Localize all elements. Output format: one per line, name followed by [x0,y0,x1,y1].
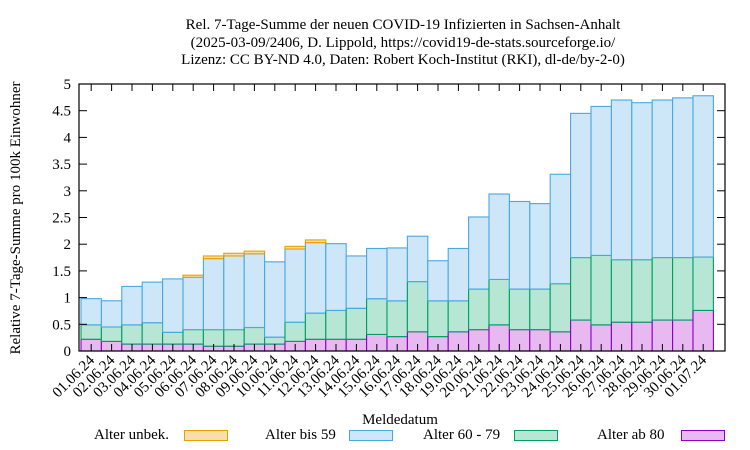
legend-label-age-under-59: Alter bis 59 [265,427,336,443]
bar-segment-05.06.24-s2 [162,278,184,333]
bar-segment-23.06.24-s1 [529,288,551,331]
bar-segment-03.06.24-s1 [121,324,143,345]
bar-segment-08.06.24-s3 [223,252,245,257]
bar-segment-09.06.24-s2 [243,253,266,329]
y-tick-label: 3.5 [52,157,71,173]
bar-segment-12.06.24-s3 [304,239,327,244]
bar-segment-04.06.24-s2 [141,281,164,324]
x-axis-label: Meldedatum [362,412,438,428]
title-line-2: (2025-03-09/2406, D. Lippold, https://co… [190,35,616,51]
bar-segment-16.06.24-s2 [386,247,408,302]
y-tick-label: 1 [64,291,72,307]
bar-segment-05.06.24-s1 [162,331,184,345]
bar-segment-09.06.24-s1 [243,326,266,345]
bar-segment-01.07.24-s2 [692,95,714,258]
bar-segment-24.06.24-s2 [549,173,572,285]
bar-segment-06.06.24-s2 [182,276,204,331]
bar-segment-16.06.24-s1 [386,300,408,338]
y-axis-label: Relative 7-Tage-Summe pro 100k Einwohner [8,81,24,354]
legend-item-age-under-59: Alter bis 59 [265,427,393,444]
legend-item-unknown: Alter unbek. [94,427,228,444]
bar-segment-10.06.24-s2 [264,261,286,338]
legend-label-unknown: Alter unbek. [94,427,169,443]
bar-segment-27.06.24-s2 [610,99,633,261]
bar-segment-20.06.24-s2 [468,216,490,290]
bar-segment-13.06.24-s2 [325,243,347,311]
y-tick-label: 0 [64,344,72,360]
y-tick-label: 0.5 [52,317,71,333]
bar-segment-10.06.24-s1 [264,336,286,345]
bar-segment-23.06.24-s2 [529,203,551,290]
bar-segment-28.06.24-s1 [631,259,653,323]
bar-segment-26.06.24-s1 [590,254,612,326]
bar-segment-07.06.24-s2 [202,258,225,331]
bar-segment-25.06.24-s2 [570,112,592,259]
bar-segment-17.06.24-s2 [406,235,429,283]
bar-segment-17.06.24-s1 [406,281,429,333]
bar-segment-12.06.24-s2 [304,242,327,314]
bar-segment-22.06.24-s2 [508,200,531,290]
bar-segment-13.06.24-s1 [325,309,347,340]
bars-layer [80,95,714,352]
title-line-1: Rel. 7-Tage-Summe der neuen COVID-19 Inf… [185,17,621,33]
bar-segment-30.06.24-s1 [672,256,694,321]
bar-segment-11.06.24-s3 [284,245,306,250]
bar-segment-28.06.24-s2 [631,102,653,261]
bar-segment-18.06.24-s2 [427,260,449,302]
bar-segment-02.06.24-s2 [100,300,123,328]
bar-segment-06.06.24-s1 [182,329,204,345]
legend-swatch-age-60-79 [514,430,558,441]
bar-segment-07.06.24-s1 [202,329,225,347]
bar-segment-06.06.24-s3 [182,274,204,278]
y-axis: 0 0.5 1 1.5 2 2.5 3 3.5 4 4.5 5 [52,77,725,360]
bar-segment-19.06.24-s2 [447,247,470,302]
bar-segment-14.06.24-s2 [345,255,368,309]
y-tick-label: 2.5 [52,211,71,227]
legend-swatch-age-under-59 [349,430,393,441]
bar-segment-14.06.24-s1 [345,307,368,340]
legend-item-age-60-79: Alter 60 - 79 [423,427,558,444]
bar-segment-15.06.24-s1 [366,298,388,336]
bar-segment-08.06.24-s2 [223,255,245,331]
bar-segment-03.06.24-s2 [121,285,143,326]
bar-segment-01.06.24-s1 [80,324,102,340]
title-line-3: Lizenz: CC BY-ND 4.0, Daten: Robert Koch… [181,52,625,68]
y-tick-label: 3 [64,184,72,200]
bar-segment-08.06.24-s1 [223,329,245,347]
legend-label-age-over-80: Alter ab 80 [597,427,665,443]
bar-segment-24.06.24-s1 [549,283,572,333]
bar-segment-02.06.24-s1 [100,326,123,342]
bar-segment-01.07.24-s1 [692,256,714,311]
bar-segment-11.06.24-s2 [284,248,306,323]
bar-segment-26.06.24-s2 [590,105,612,256]
bar-segment-25.06.24-s1 [570,256,592,321]
y-tick-label: 1.5 [52,264,71,280]
bar-segment-21.06.24-s1 [488,278,510,326]
bar-segment-20.06.24-s1 [468,288,490,331]
bar-segment-19.06.24-s1 [447,300,470,333]
legend-item-age-over-80: Alter ab 80 [597,427,725,444]
bar-segment-15.06.24-s2 [366,247,388,300]
bar-segment-29.06.24-s2 [651,99,674,259]
legend-label-age-60-79: Alter 60 - 79 [423,427,501,443]
bar-segment-07.06.24-s3 [202,255,225,260]
bar-segment-12.06.24-s1 [304,312,327,340]
y-tick-label: 4.5 [52,104,71,120]
bar-segment-21.06.24-s2 [488,193,510,280]
bar-segment-18.06.24-s1 [427,300,449,338]
y-tick-label: 4 [64,130,72,146]
bar-segment-30.06.24-s2 [672,97,694,259]
legend-swatch-unknown [184,430,228,441]
bar-segment-27.06.24-s1 [610,259,633,323]
legend-swatch-age-over-80 [681,430,725,441]
bar-segment-29.06.24-s1 [651,256,674,321]
bar-segment-09.06.24-s3 [243,250,266,255]
y-tick-label: 5 [64,77,72,93]
bar-segment-04.06.24-s1 [141,322,164,345]
y-tick-label: 2 [64,237,72,253]
bar-segment-22.06.24-s1 [508,288,531,331]
bar-segment-11.06.24-s1 [284,321,306,342]
bar-segment-01.06.24-s2 [80,298,102,326]
